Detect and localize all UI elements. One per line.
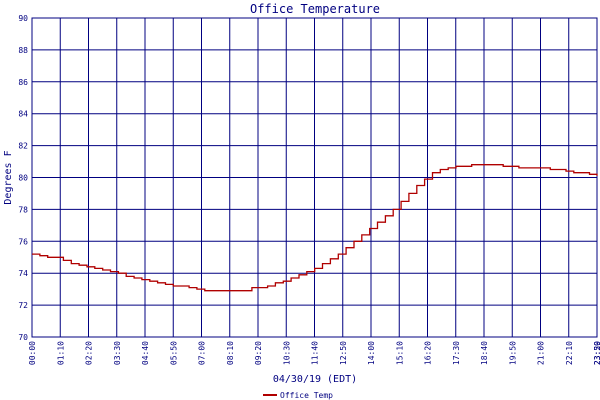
x-tick-label: 02:20 [85,341,94,365]
x-tick-label: 23:59 [593,341,600,365]
x-tick-label: 23:20 [593,341,600,365]
y-tick-label: 84 [18,110,28,119]
y-tick-label: 90 [18,14,28,23]
x-tick-label: 12:50 [339,341,348,365]
y-tick-label: 80 [18,174,28,183]
y-tick-label: 70 [18,333,28,342]
x-tick-label: 05:50 [169,341,178,365]
plot-frame [31,17,598,338]
legend-label: Office Temp [280,391,333,400]
y-tick-label: 78 [18,205,28,214]
x-tick-label: 07:00 [198,341,207,365]
x-tick-label: 16:20 [424,341,433,365]
y-tick-label: 76 [18,237,28,246]
x-tick-label: 14:00 [367,341,376,365]
chart-title: Office Temperature [250,2,380,16]
x-tick-label: 17:30 [452,341,461,365]
x-tick-label: 19:50 [508,341,517,365]
x-tick-label: 18:40 [480,341,489,365]
x-tick-label: 08:10 [226,341,235,365]
y-tick-label: 86 [18,78,28,87]
x-tick-label: 04:40 [141,341,150,365]
x-tick-label: 15:10 [395,341,404,365]
x-tick-labels: 00:00 01:10 02:20 03:30 04:40 05:50 07:00 08:10… [28,341,600,365]
series-line [32,164,598,292]
x-tick-label: 22:10 [565,341,574,365]
y-axis-label: Degrees F [3,150,14,204]
x-tick-label: 03:30 [113,341,122,365]
x-tick-label: 21:00 [537,341,546,365]
y-tick-labels: 70 72 74 76 78 80 82 84 86 88 90 [18,14,28,342]
x-tick-label: 09:20 [254,341,263,365]
x-axis-label: 04/30/19 (EDT) [273,374,357,385]
y-tick-label: 88 [18,46,28,55]
legend: Office Temp [263,391,333,400]
grid [31,17,598,338]
x-tick-label: 11:40 [311,341,320,365]
y-tick-label: 74 [18,269,28,278]
y-tick-label: 72 [18,301,28,310]
x-tick-label: 01:10 [56,341,65,365]
series-layer [32,164,598,292]
y-tick-label: 82 [18,142,28,151]
x-tick-label: 00:00 [28,341,37,365]
x-tick-label: 10:30 [282,341,291,365]
